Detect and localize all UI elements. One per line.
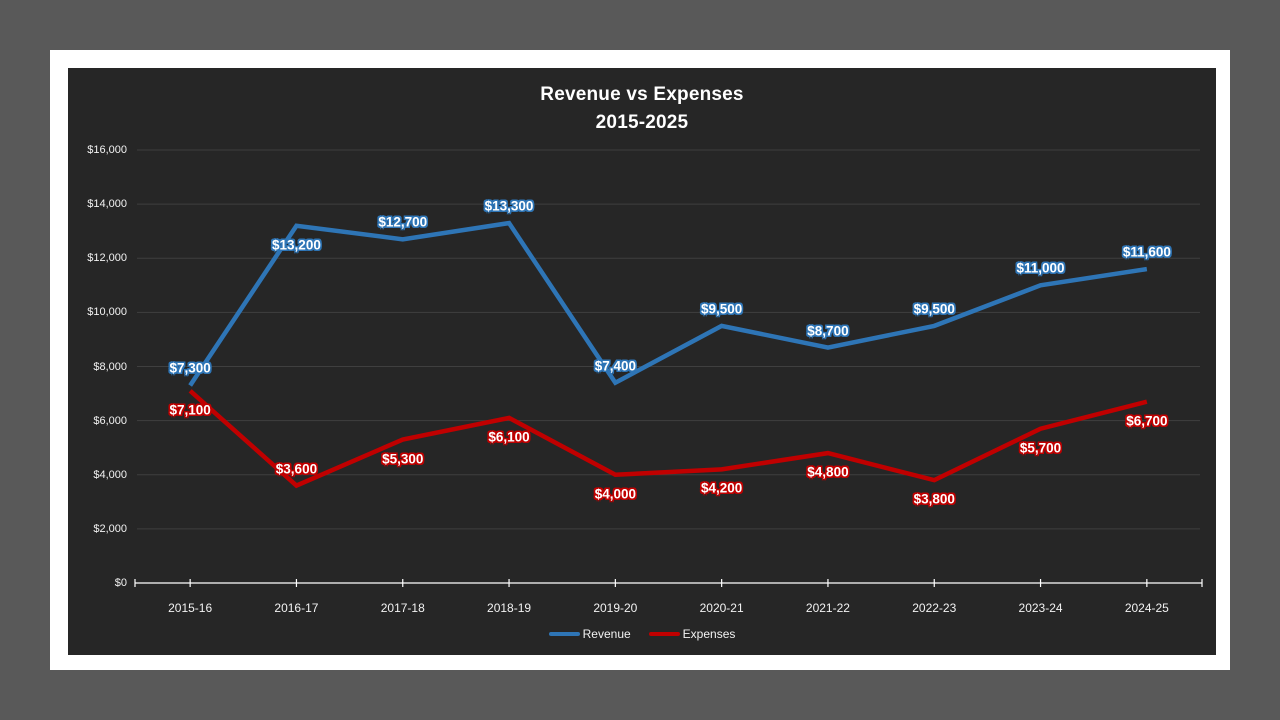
data-label-expenses-2020-21: $4,200: [700, 480, 743, 496]
revenue-expenses-chart[interactable]: Revenue vs Expenses 2015-2025 $0 $2,000 $4…: [68, 68, 1216, 655]
data-label-expenses-2016-17: $3,600: [275, 461, 318, 477]
data-label-expenses-2017-18: $5,300: [382, 451, 424, 467]
y-axis-tick-label: $8,000: [93, 360, 127, 373]
legend-item-expenses: Expenses: [648, 627, 736, 641]
data-label-expenses-2018-19: $6,100: [488, 429, 530, 445]
data-label-revenue-2022-23: $9,500: [913, 301, 955, 317]
x-axis-category-label: 2024-25: [1124, 601, 1169, 615]
y-axis-tick-label: $6,000: [93, 414, 127, 427]
y-axis-tick-label: $16,000: [87, 144, 127, 156]
data-label-revenue-2021-22: $8,700: [807, 323, 849, 339]
data-label-expenses-2022-23: $3,800: [913, 491, 955, 507]
data-label-revenue-2017-18: $12,700: [378, 214, 428, 230]
data-label-expenses-2019-20: $4,000: [594, 486, 636, 502]
data-label-revenue-2023-24: $11,000: [1016, 260, 1065, 276]
expenses-series-line: [188, 389, 1148, 489]
legend-label: Expenses: [682, 627, 736, 641]
chart-title-block: Revenue vs Expenses 2015-2025: [68, 81, 1216, 137]
x-axis-category-label: 2020-21: [699, 601, 744, 615]
x-axis-category-label: 2018-19: [487, 601, 532, 615]
y-axis-tick-label: $0: [114, 577, 127, 589]
data-label-revenue-2019-20: $7,400: [594, 358, 636, 374]
plot-area: [134, 149, 1203, 587]
chart-legend: Revenue Expenses: [68, 627, 1216, 641]
slide: Revenue vs Expenses 2015-2025 $0 $2,000 $4…: [50, 50, 1230, 670]
data-label-revenue-2024-25: $11,600: [1122, 244, 1171, 260]
data-label-expenses-2015-16: $7,100: [169, 402, 211, 418]
x-axis-category-label: 2015-16: [168, 601, 213, 615]
y-axis-tick-label: $10,000: [87, 306, 127, 319]
revenue-series-line: [188, 220, 1148, 387]
legend-line-swatch-revenue: [548, 632, 580, 636]
data-label-revenue-2016-17: $13,200: [272, 237, 321, 253]
x-axis-category-label: 2016-17: [274, 601, 319, 615]
data-label-revenue-2020-21: $9,500: [700, 301, 743, 317]
data-label-revenue-2018-19: $13,300: [484, 198, 534, 214]
y-axis-tick-label: $14,000: [87, 198, 127, 211]
y-axis-tick-label: $12,000: [87, 252, 127, 265]
chart-title: Revenue vs Expenses: [540, 84, 744, 105]
data-label-expenses-2023-24: $5,700: [1019, 440, 1062, 456]
legend-line-swatch-expenses: [648, 632, 680, 636]
legend-item-revenue: Revenue: [548, 627, 631, 641]
x-axis-category-label: 2022-23: [912, 601, 957, 615]
x-axis-category-label: 2017-18: [380, 601, 425, 615]
data-label-revenue-2015-16: $7,300: [169, 360, 211, 376]
x-axis-category-label: 2023-24: [1018, 601, 1063, 615]
x-axis-category-label: 2019-20: [593, 601, 638, 615]
y-axis-tick-label: $4,000: [93, 468, 127, 481]
x-axis-category-label: 2021-22: [805, 601, 850, 615]
data-label-expenses-2024-25: $6,700: [1126, 413, 1168, 429]
legend-label: Revenue: [582, 627, 631, 641]
chart-subtitle: 2015-2025: [595, 112, 689, 133]
data-label-expenses-2021-22: $4,800: [807, 464, 849, 480]
y-axis-tick-label: $2,000: [93, 522, 127, 535]
